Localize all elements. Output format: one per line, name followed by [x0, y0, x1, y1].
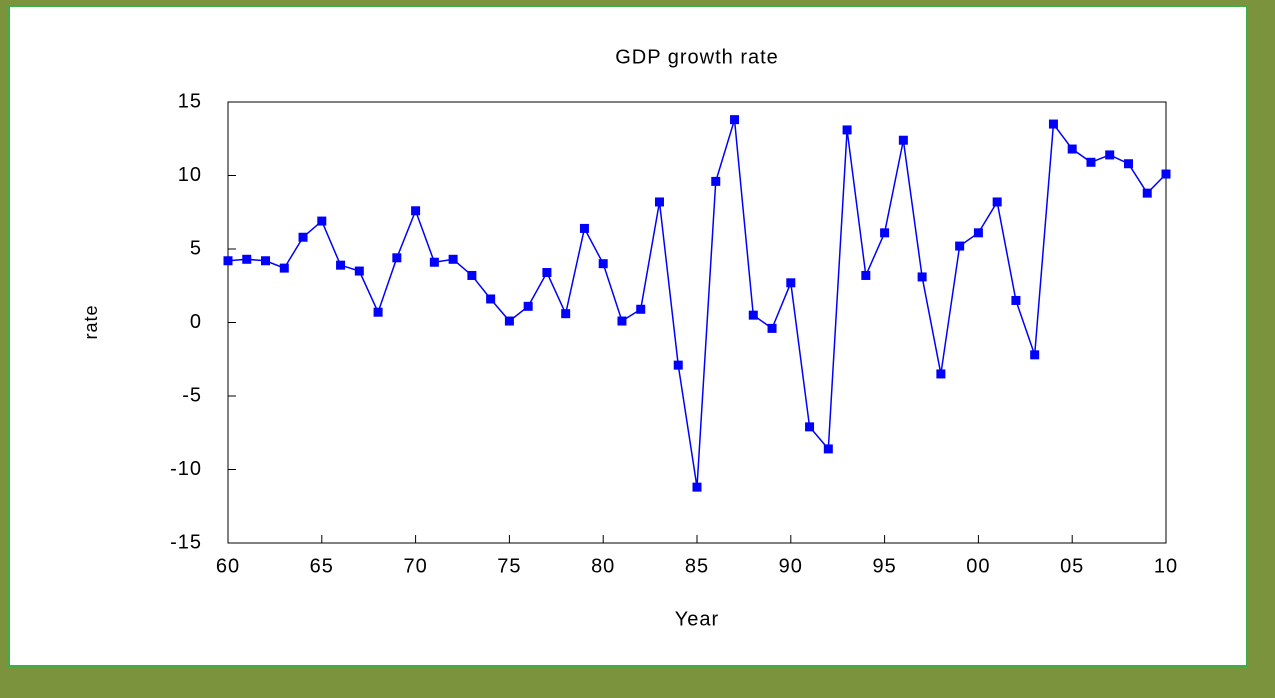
point-marker — [1030, 350, 1040, 360]
point-marker — [467, 270, 477, 280]
point-marker — [1161, 169, 1171, 179]
point-marker — [598, 259, 608, 269]
point-marker — [354, 266, 364, 276]
point-marker — [1011, 295, 1021, 305]
point-marker — [242, 254, 252, 264]
x-tick-label: 10 — [1154, 555, 1178, 577]
point-marker — [261, 256, 271, 266]
x-axis-label: Year — [675, 608, 719, 630]
y-tick-label: 5 — [190, 237, 202, 259]
point-marker — [392, 253, 402, 263]
point-marker — [1086, 157, 1096, 167]
point-marker — [411, 206, 421, 216]
x-tick-label: 90 — [779, 555, 803, 577]
x-tick-label: 85 — [685, 555, 709, 577]
point-marker — [917, 272, 927, 282]
x-tick-label: 00 — [966, 555, 990, 577]
point-marker — [617, 316, 627, 326]
point-marker — [673, 360, 683, 370]
point-marker — [373, 307, 383, 317]
x-tick-label: 05 — [1060, 555, 1084, 577]
point-marker — [992, 197, 1002, 207]
x-tick-label: 60 — [216, 555, 240, 577]
point-marker — [955, 241, 965, 251]
point-marker — [1067, 144, 1077, 154]
series-line — [227, 119, 1167, 488]
y-tick-label: 15 — [178, 90, 202, 112]
point-marker — [336, 260, 346, 270]
point-marker — [298, 232, 308, 242]
point-marker — [692, 482, 702, 492]
x-tick-label: 75 — [497, 555, 521, 577]
y-tick-label: -10 — [170, 458, 202, 480]
point-marker — [504, 316, 514, 326]
y-tick-label: -15 — [170, 531, 202, 553]
chart-panel — [8, 5, 1248, 667]
point-marker — [936, 369, 946, 379]
point-marker — [223, 256, 233, 266]
point-marker — [448, 254, 458, 264]
y-axis-label: rate — [81, 304, 101, 339]
point-marker — [1142, 188, 1152, 198]
point-marker — [730, 115, 740, 125]
y-tick-label: 10 — [178, 164, 202, 186]
point-marker — [898, 135, 908, 145]
point-marker — [1048, 119, 1058, 129]
point-marker — [542, 268, 552, 278]
point-marker — [786, 278, 796, 288]
point-marker — [805, 422, 815, 432]
point-marker — [279, 263, 289, 273]
point-marker — [767, 323, 777, 333]
x-tick-label: 95 — [872, 555, 896, 577]
point-marker — [654, 197, 664, 207]
point-marker — [636, 304, 646, 314]
point-marker — [861, 270, 871, 280]
x-tick-label: 80 — [591, 555, 615, 577]
point-marker — [1105, 150, 1115, 160]
point-marker — [973, 228, 983, 238]
point-marker — [486, 294, 496, 304]
x-tick-label: 65 — [310, 555, 334, 577]
point-marker — [429, 257, 439, 267]
point-marker — [748, 310, 758, 320]
point-marker — [880, 228, 890, 238]
y-tick-label: 0 — [190, 311, 202, 333]
point-marker — [579, 223, 589, 233]
y-tick-label: -5 — [182, 384, 202, 406]
point-marker — [842, 125, 852, 135]
chart-title: GDP growth rate — [615, 46, 779, 68]
point-marker — [1123, 159, 1133, 169]
point-marker — [317, 216, 327, 226]
point-marker — [561, 309, 571, 319]
point-marker — [523, 301, 533, 311]
point-marker — [823, 444, 833, 454]
x-tick-label: 70 — [403, 555, 427, 577]
point-marker — [711, 176, 721, 186]
